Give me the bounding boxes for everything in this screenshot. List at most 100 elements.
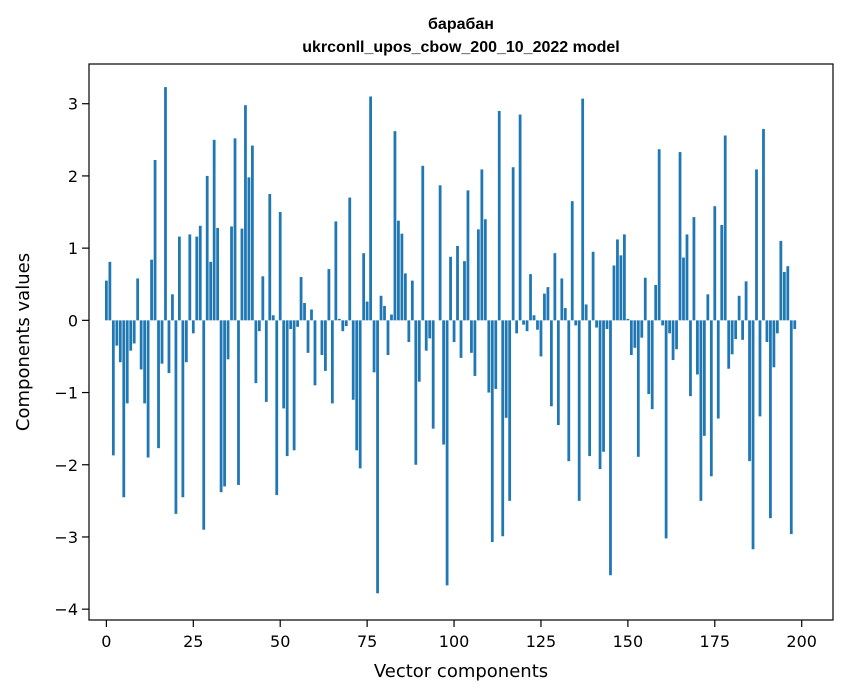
bar xyxy=(609,320,612,576)
bar xyxy=(643,277,647,321)
bar xyxy=(393,131,397,321)
bar xyxy=(164,87,167,321)
bar xyxy=(466,190,470,321)
bar xyxy=(459,320,463,358)
bar xyxy=(650,320,654,410)
bar xyxy=(772,320,776,368)
bar xyxy=(793,320,797,329)
bar xyxy=(216,227,220,321)
bar xyxy=(160,320,164,364)
bar xyxy=(296,320,299,327)
bar xyxy=(581,98,585,321)
bar xyxy=(188,234,192,321)
x-axis-ticks: 0 25 50 75 100 125 150 175 200 xyxy=(101,620,817,651)
bar xyxy=(758,320,762,417)
bar xyxy=(449,256,452,321)
bar xyxy=(139,320,143,370)
bar xyxy=(438,185,442,321)
bar xyxy=(428,320,432,339)
y-tick-label: 0 xyxy=(68,311,78,330)
bar xyxy=(122,320,126,498)
bar xyxy=(299,277,303,321)
bar xyxy=(386,320,390,355)
bar xyxy=(403,273,407,321)
bar xyxy=(591,251,595,321)
bar xyxy=(470,320,473,353)
bar xyxy=(706,294,710,321)
bar xyxy=(264,320,268,402)
bar xyxy=(515,320,519,334)
x-tick-label: 50 xyxy=(270,632,290,651)
bar xyxy=(414,320,418,465)
bar xyxy=(654,284,658,321)
bar xyxy=(473,320,477,376)
y-tick-label: −4 xyxy=(54,600,78,619)
bar xyxy=(240,228,244,321)
bar xyxy=(289,320,293,329)
bar xyxy=(779,240,783,321)
bar xyxy=(306,320,310,353)
bar xyxy=(629,320,633,355)
bar xyxy=(598,320,602,470)
bar xyxy=(570,201,574,321)
x-tick-label: 150 xyxy=(613,632,644,651)
bar xyxy=(129,320,133,351)
bar xyxy=(560,278,564,321)
bar xyxy=(365,301,369,321)
bar xyxy=(330,320,334,404)
bar xyxy=(184,320,188,363)
bar xyxy=(334,221,338,321)
bar xyxy=(191,320,195,334)
bar xyxy=(341,320,345,332)
bar xyxy=(748,320,751,462)
bar xyxy=(789,320,793,535)
bar xyxy=(275,320,279,496)
bar xyxy=(664,320,668,539)
y-tick-label: 3 xyxy=(68,95,78,114)
bar xyxy=(115,320,119,346)
bar xyxy=(675,320,678,350)
bar xyxy=(699,320,703,501)
x-tick-label: 0 xyxy=(101,632,111,651)
bar xyxy=(456,245,459,321)
bar xyxy=(337,318,341,321)
bar xyxy=(737,295,741,321)
bar xyxy=(678,152,682,321)
bar xyxy=(268,193,272,321)
x-tick-label: 25 xyxy=(183,632,203,651)
bar xyxy=(251,145,254,321)
bar xyxy=(397,220,400,321)
bar xyxy=(261,276,265,321)
bar xyxy=(379,295,383,321)
bar xyxy=(167,320,171,374)
bar xyxy=(181,320,185,498)
bar xyxy=(727,320,731,369)
bar xyxy=(734,320,738,340)
bar xyxy=(682,257,685,321)
bar xyxy=(525,320,529,332)
y-tick-label: 1 xyxy=(68,239,78,258)
bar xyxy=(671,320,675,361)
x-tick-label: 100 xyxy=(439,632,470,651)
bar xyxy=(442,320,446,445)
bar xyxy=(696,320,699,375)
bar xyxy=(501,320,505,537)
bar xyxy=(713,206,717,321)
bar xyxy=(647,320,651,394)
bar xyxy=(626,318,630,321)
bar xyxy=(692,217,696,321)
bar xyxy=(702,320,706,436)
bar xyxy=(257,320,261,332)
bar xyxy=(511,167,515,321)
bar xyxy=(358,320,362,469)
bar xyxy=(616,239,619,321)
bar xyxy=(584,304,588,321)
bar xyxy=(417,320,421,382)
bar xyxy=(730,320,734,355)
bar xyxy=(775,320,779,334)
bar xyxy=(230,226,233,321)
y-tick-label: 2 xyxy=(68,167,78,186)
bar xyxy=(125,320,129,404)
bar xyxy=(518,114,522,321)
bar xyxy=(709,320,713,477)
